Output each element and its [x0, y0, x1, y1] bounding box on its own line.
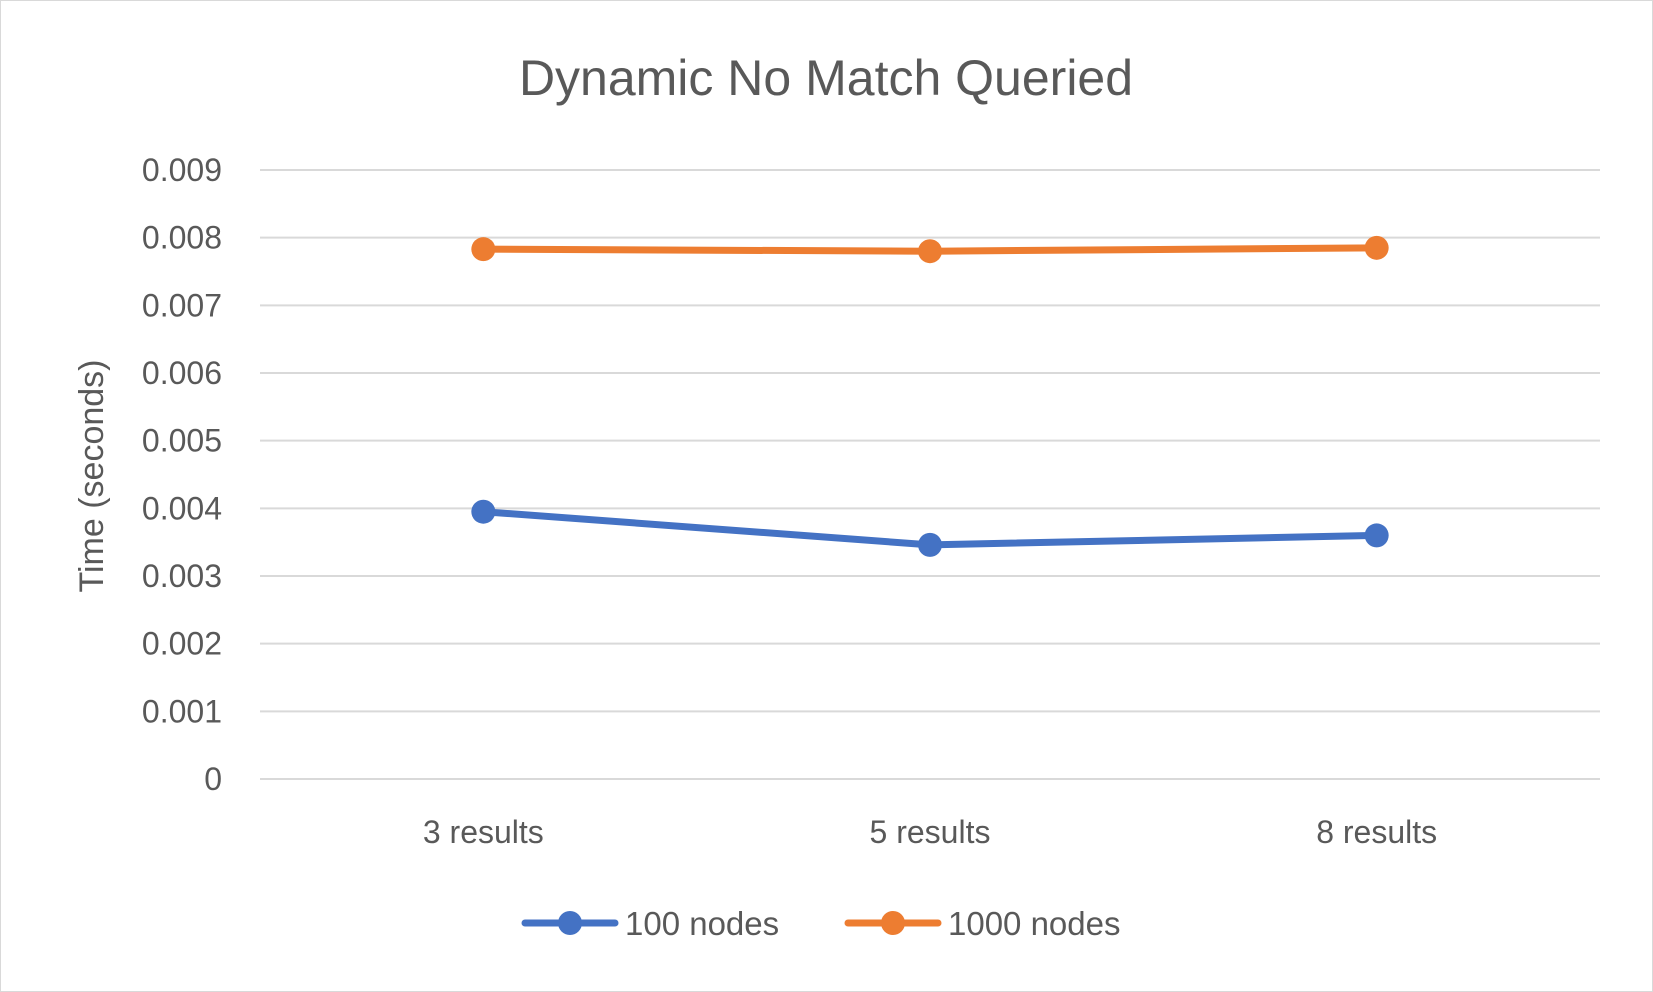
y-tick-label: 0.009: [142, 152, 222, 188]
data-point: [1364, 523, 1389, 548]
y-axis-ticks: 0 0.001 0.002 0.003 0.004 0.005 0.006 0.007 0.00…: [142, 152, 222, 797]
y-tick-label: 0.002: [142, 626, 222, 662]
y-tick-label: 0: [204, 761, 222, 797]
y-tick-label: 0.008: [142, 220, 222, 256]
series-lines: [471, 235, 1389, 557]
x-axis-ticks: 3 results 5 results 8 results: [423, 814, 1437, 850]
legend-label: 100 nodes: [625, 905, 779, 942]
y-tick-label: 0.001: [142, 693, 222, 729]
y-axis-label: Time (seconds): [73, 359, 111, 592]
y-tick-label: 0.004: [142, 490, 222, 526]
y-tick-label: 0.006: [142, 355, 222, 391]
legend: 100 nodes 1000 nodes: [521, 905, 1121, 942]
y-tick-label: 0.007: [142, 287, 222, 323]
data-point: [471, 237, 496, 262]
data-point: [918, 239, 942, 264]
x-tick-label: 8 results: [1316, 814, 1437, 850]
legend-marker: [881, 911, 905, 935]
y-tick-label: 0.005: [142, 423, 222, 459]
legend-item: 100 nodes: [521, 905, 779, 942]
chart-title: Dynamic No Match Queried: [519, 50, 1133, 106]
legend-label: 1000 nodes: [948, 905, 1121, 942]
y-tick-label: 0.003: [142, 558, 222, 594]
legend-marker: [558, 911, 582, 935]
legend-item: 1000 nodes: [844, 905, 1121, 942]
series-1: [471, 235, 1389, 264]
x-tick-label: 5 results: [870, 814, 991, 850]
data-point: [471, 499, 496, 524]
data-point: [1364, 235, 1389, 260]
data-point: [918, 532, 942, 557]
x-tick-label: 3 results: [423, 814, 544, 850]
series-0: [471, 499, 1389, 557]
